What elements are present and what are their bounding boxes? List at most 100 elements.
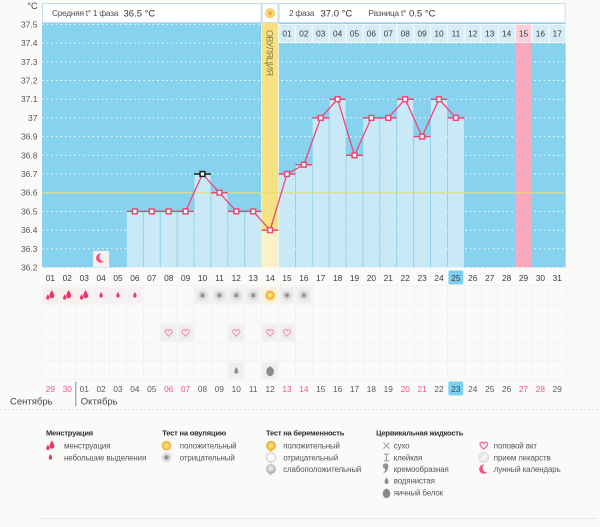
- svg-text:отрицательный: отрицательный: [283, 453, 338, 462]
- svg-text:10: 10: [198, 273, 208, 283]
- svg-text:09: 09: [417, 29, 427, 39]
- svg-text:36.7: 36.7: [21, 169, 38, 179]
- svg-text:прием лекарств: прием лекарств: [494, 453, 551, 462]
- svg-text:15: 15: [519, 29, 529, 39]
- svg-text:36.2: 36.2: [21, 263, 38, 273]
- svg-text:07: 07: [147, 273, 157, 283]
- svg-text:09: 09: [181, 273, 191, 283]
- svg-text:клейкая: клейкая: [394, 453, 423, 462]
- svg-text:слабоположительный: слабоположительный: [283, 465, 361, 474]
- svg-text:28: 28: [536, 384, 546, 394]
- svg-text:37.2: 37.2: [21, 76, 38, 86]
- svg-text:Сентябрь: Сентябрь: [10, 397, 53, 408]
- svg-text:05: 05: [147, 384, 157, 394]
- svg-text:36.3: 36.3: [21, 244, 38, 254]
- svg-text:06: 06: [164, 384, 174, 394]
- svg-text:36.4: 36.4: [21, 225, 38, 235]
- svg-text:25: 25: [485, 384, 495, 394]
- svg-text:19: 19: [384, 384, 394, 394]
- svg-text:36.5 °C: 36.5 °C: [124, 9, 156, 20]
- svg-text:03: 03: [80, 273, 90, 283]
- svg-text:11: 11: [249, 384, 258, 394]
- svg-text:отрицательный: отрицательный: [180, 453, 235, 462]
- svg-text:06: 06: [130, 273, 140, 283]
- svg-text:положительный: положительный: [180, 442, 237, 451]
- svg-text:17: 17: [350, 384, 360, 394]
- svg-text:25: 25: [451, 273, 461, 283]
- svg-text:Тест на овуляцию: Тест на овуляцию: [162, 429, 226, 438]
- svg-text:17: 17: [553, 29, 563, 39]
- svg-text:37: 37: [28, 113, 38, 123]
- svg-text:29: 29: [46, 384, 56, 394]
- svg-text:02: 02: [96, 384, 106, 394]
- svg-text:28: 28: [502, 273, 512, 283]
- svg-text:29: 29: [519, 273, 529, 283]
- svg-text:08: 08: [164, 273, 174, 283]
- svg-text:01: 01: [80, 384, 90, 394]
- svg-text:Менструация: Менструация: [46, 429, 93, 438]
- svg-text:20: 20: [401, 384, 411, 394]
- svg-text:13: 13: [282, 384, 292, 394]
- svg-text:26: 26: [468, 273, 478, 283]
- svg-text:29: 29: [553, 384, 563, 394]
- svg-text:15: 15: [316, 384, 326, 394]
- svg-text:08: 08: [198, 384, 208, 394]
- svg-text:07: 07: [384, 29, 394, 39]
- svg-text:23: 23: [417, 273, 427, 283]
- svg-text:11: 11: [452, 29, 461, 39]
- svg-text:16: 16: [333, 384, 343, 394]
- svg-text:положительный: положительный: [283, 442, 340, 451]
- svg-text:21: 21: [417, 384, 427, 394]
- svg-text:14: 14: [265, 273, 275, 283]
- svg-text:10: 10: [434, 29, 444, 39]
- svg-text:37.0 °C: 37.0 °C: [321, 9, 353, 20]
- svg-text:менструация: менструация: [64, 442, 110, 451]
- svg-text:08: 08: [401, 29, 411, 39]
- svg-text:24: 24: [468, 384, 478, 394]
- svg-text:кремообразная: кремообразная: [394, 465, 449, 474]
- svg-text:Цервикальная жидкость: Цервикальная жидкость: [376, 429, 464, 438]
- svg-text:Разница t°: Разница t°: [369, 8, 407, 18]
- svg-text:02: 02: [63, 273, 73, 283]
- svg-text:09: 09: [215, 384, 225, 394]
- svg-text:27: 27: [519, 384, 529, 394]
- svg-text:37.3: 37.3: [21, 57, 38, 67]
- svg-text:24: 24: [434, 273, 444, 283]
- svg-text:21: 21: [384, 273, 394, 283]
- svg-text:небольшие выделения: небольшие выделения: [64, 453, 146, 462]
- svg-text:01: 01: [282, 29, 292, 39]
- svg-text:Октябрь: Октябрь: [81, 397, 118, 408]
- svg-text:Тест на беременность: Тест на беременность: [266, 429, 345, 438]
- svg-text:13: 13: [485, 29, 495, 39]
- svg-text:22: 22: [401, 273, 411, 283]
- svg-text:27: 27: [485, 273, 495, 283]
- svg-text:водянистая: водянистая: [394, 477, 435, 486]
- svg-text:23: 23: [451, 384, 461, 394]
- svg-text:02: 02: [299, 29, 309, 39]
- svg-text:31: 31: [553, 273, 563, 283]
- svg-text:18: 18: [367, 384, 377, 394]
- svg-text:сухо: сухо: [394, 442, 410, 451]
- svg-text:14: 14: [502, 29, 512, 39]
- svg-text:15: 15: [282, 273, 292, 283]
- svg-text:лунный календарь: лунный календарь: [494, 465, 561, 474]
- svg-text:07: 07: [181, 384, 191, 394]
- svg-text:03: 03: [316, 29, 326, 39]
- svg-text:04: 04: [333, 29, 343, 39]
- svg-text:12: 12: [265, 384, 275, 394]
- svg-text:12: 12: [232, 273, 242, 283]
- svg-text:30: 30: [536, 273, 546, 283]
- svg-text:°C: °C: [27, 1, 38, 11]
- svg-text:ОВУЛЯЦИЯ: ОВУЛЯЦИЯ: [265, 30, 275, 75]
- svg-text:16: 16: [299, 273, 309, 283]
- svg-text:05: 05: [350, 29, 360, 39]
- svg-text:37.1: 37.1: [21, 94, 38, 104]
- svg-text:37.5: 37.5: [21, 19, 38, 29]
- svg-text:06: 06: [367, 29, 377, 39]
- svg-text:18: 18: [333, 273, 343, 283]
- svg-text:05: 05: [113, 273, 123, 283]
- svg-text:19: 19: [350, 273, 360, 283]
- svg-text:22: 22: [434, 384, 444, 394]
- svg-text:37.4: 37.4: [21, 38, 38, 48]
- svg-text:10: 10: [232, 384, 242, 394]
